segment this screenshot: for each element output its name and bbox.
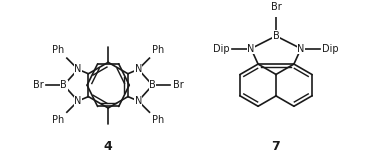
- Text: Ph: Ph: [152, 45, 164, 56]
- Text: Ph: Ph: [52, 115, 64, 125]
- Text: N: N: [74, 96, 82, 106]
- Text: N: N: [135, 96, 142, 106]
- Text: N: N: [135, 64, 142, 74]
- Text: Ph: Ph: [152, 115, 164, 125]
- Text: Ph: Ph: [52, 45, 64, 56]
- Text: 7: 7: [272, 140, 280, 153]
- Text: Dip: Dip: [322, 44, 339, 54]
- Text: N: N: [297, 44, 305, 54]
- Text: Br: Br: [173, 80, 183, 90]
- Text: B: B: [273, 31, 279, 41]
- Text: Dip: Dip: [213, 44, 230, 54]
- Text: B: B: [60, 80, 67, 90]
- Text: 4: 4: [104, 140, 113, 153]
- Text: N: N: [247, 44, 255, 54]
- Text: Br: Br: [33, 80, 43, 90]
- Text: N: N: [74, 64, 82, 74]
- Text: B: B: [149, 80, 156, 90]
- Text: Br: Br: [271, 2, 281, 12]
